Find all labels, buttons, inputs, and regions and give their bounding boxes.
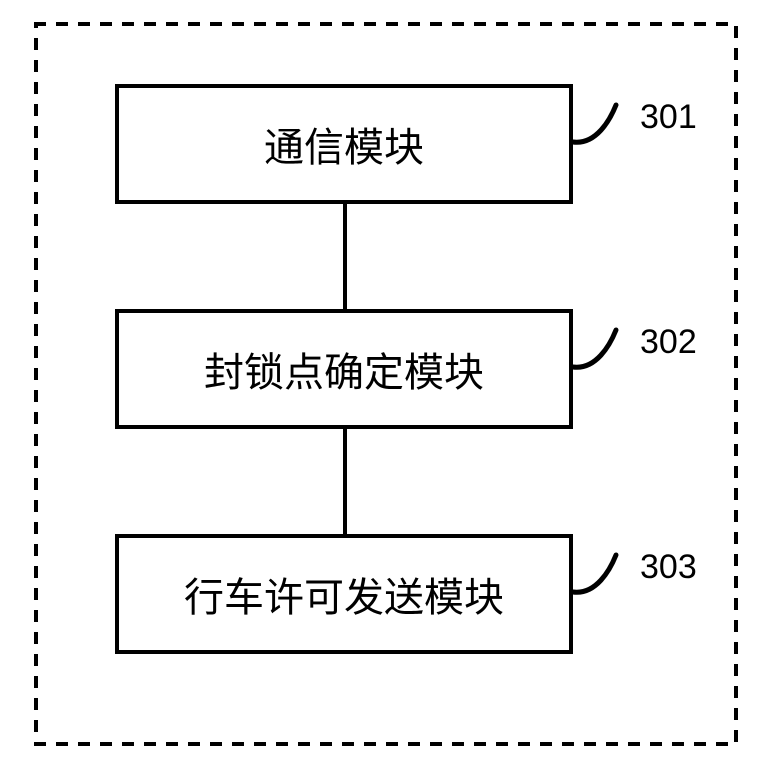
diagram-canvas: 通信模块 封锁点确定模块 行车许可发送模块 301 302 303 [0, 0, 777, 766]
callout-text: 301 [640, 98, 697, 136]
node-label: 封锁点确定模块 [204, 340, 484, 398]
node-label: 行车许可发送模块 [184, 565, 504, 623]
callout-text: 303 [640, 548, 697, 586]
node-driving-permit-module: 行车许可发送模块 [115, 534, 573, 654]
callout-label-302: 302 [640, 323, 697, 362]
connector-n2-n3 [343, 429, 347, 534]
node-communication-module: 通信模块 [115, 84, 573, 204]
callout-label-303: 303 [640, 548, 697, 587]
connector-n1-n2 [343, 204, 347, 309]
node-label: 通信模块 [264, 115, 424, 173]
callout-text: 302 [640, 323, 697, 361]
node-lock-point-module: 封锁点确定模块 [115, 309, 573, 429]
callout-label-301: 301 [640, 98, 697, 137]
